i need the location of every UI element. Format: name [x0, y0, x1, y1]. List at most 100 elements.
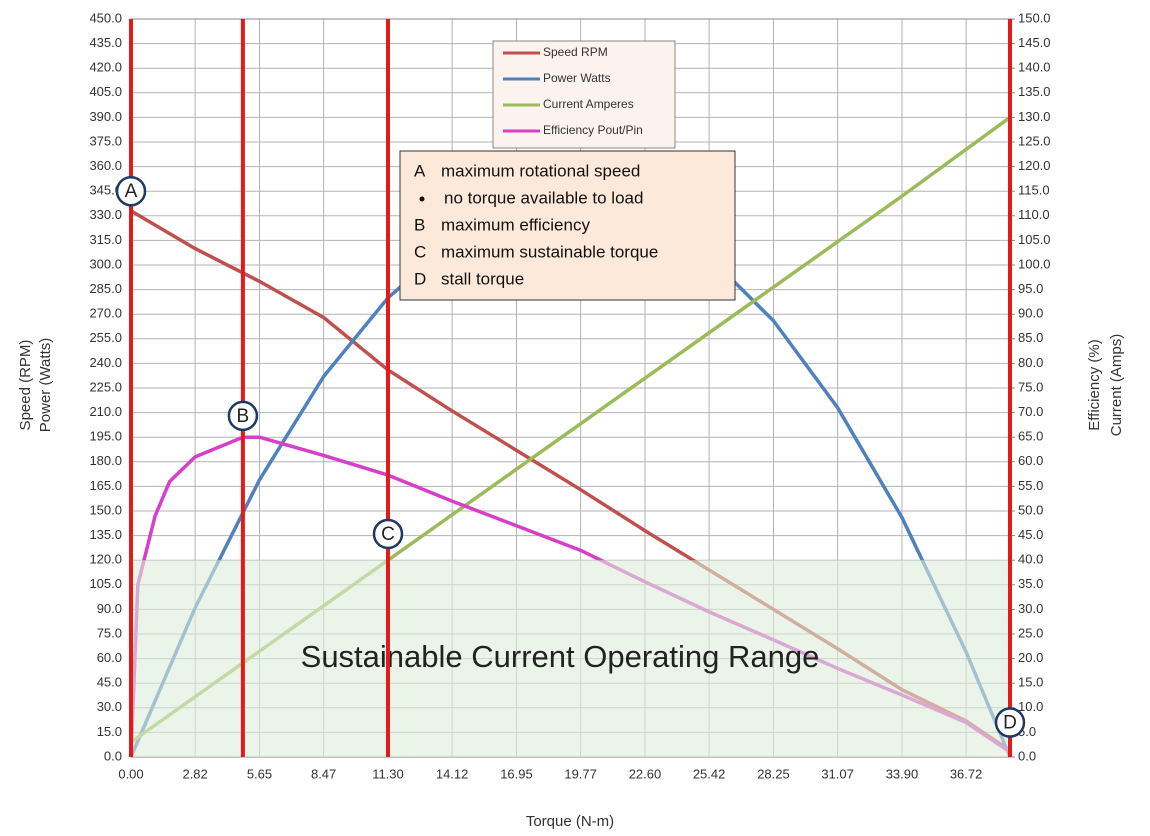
x-axis-title: Torque (N-m) [526, 813, 614, 830]
y-tick-label: 120.0 [89, 552, 122, 567]
y2-tick-label: 15.0 [1018, 675, 1043, 690]
y2-tick-label: 130.0 [1018, 109, 1051, 124]
y-tick-label: 135.0 [89, 527, 122, 542]
y2-tick-label: 50.0 [1018, 502, 1043, 517]
y2-tick-label: 60.0 [1018, 453, 1043, 468]
x-tick-label: 2.82 [182, 766, 207, 781]
x-tick-label: 28.25 [757, 766, 790, 781]
x-tick-label: 25.42 [693, 766, 726, 781]
y-tick-label: 105.0 [89, 576, 122, 591]
y2-axis-title: Current (Amps) [1108, 334, 1125, 437]
y-tick-label: 255.0 [89, 330, 122, 345]
x-tick-label: 11.30 [372, 766, 404, 781]
y-tick-label: 285.0 [89, 281, 122, 296]
x-tick-label: 36.72 [950, 766, 983, 781]
y2-tick-label: 115.0 [1018, 183, 1050, 198]
y-tick-label: 150.0 [89, 502, 122, 517]
y-axis-title: Speed (RPM) [17, 340, 34, 431]
y2-tick-label: 70.0 [1018, 404, 1043, 419]
marker-badge [227, 400, 259, 432]
note-text: stall torque [441, 269, 524, 288]
note-text: maximum efficiency [441, 215, 590, 234]
y-tick-label: 165.0 [89, 478, 122, 493]
marker-badge [372, 518, 404, 550]
y-tick-label: 300.0 [89, 256, 122, 271]
y-tick-label: 270.0 [89, 306, 122, 321]
y2-tick-label: 10.0 [1018, 699, 1043, 714]
shaded-range-label: Sustainable Current Operating Range [301, 639, 820, 674]
y2-tick-label: 80.0 [1018, 355, 1043, 370]
marker-label: C [381, 524, 395, 545]
y2-tick-label: 0.0 [1018, 748, 1036, 763]
x-tick-label: 5.65 [247, 766, 272, 781]
note-text: maximum rotational speed [441, 161, 640, 180]
y-tick-label: 360.0 [89, 158, 122, 173]
y-tick-label: 420.0 [89, 60, 122, 75]
legend-label: Efficiency Pout/Pin [543, 123, 643, 137]
y2-tick-label: 135.0 [1018, 84, 1051, 99]
note-bullet [419, 196, 425, 202]
y2-tick-label: 95.0 [1018, 281, 1043, 296]
marker-label: B [237, 406, 250, 427]
note-key: C [414, 242, 426, 261]
y2-tick-label: 35.0 [1018, 576, 1043, 591]
y2-tick-label: 105.0 [1018, 232, 1051, 247]
y2-axis-title: Efficiency (%) [1086, 339, 1103, 430]
y2-tick-label: 90.0 [1018, 306, 1043, 321]
y-tick-label: 0.0 [104, 748, 122, 763]
y-tick-label: 75.0 [97, 625, 122, 640]
y2-tick-label: 100.0 [1018, 256, 1051, 271]
y-tick-label: 330.0 [89, 207, 122, 222]
y2-tick-label: 75.0 [1018, 379, 1043, 394]
y2-tick-label: 45.0 [1018, 527, 1043, 542]
y-tick-label: 225.0 [89, 379, 122, 394]
x-tick-label: 0.00 [118, 766, 143, 781]
y-tick-label: 210.0 [89, 404, 122, 419]
y2-tick-label: 30.0 [1018, 601, 1043, 616]
marker-label: A [125, 181, 138, 202]
y-tick-label: 15.0 [97, 724, 122, 739]
y-tick-label: 180.0 [89, 453, 122, 468]
shaded-range [131, 560, 1010, 757]
note-text: maximum sustainable torque [441, 242, 658, 261]
y-axis-title: Power (Watts) [37, 338, 54, 432]
y2-tick-label: 40.0 [1018, 552, 1043, 567]
note-subtext: no torque available to load [444, 188, 643, 207]
y-tick-label: 375.0 [89, 133, 122, 148]
y2-tick-label: 140.0 [1018, 60, 1051, 75]
y-tick-label: 30.0 [97, 699, 122, 714]
legend-label: Power Watts [543, 71, 611, 85]
y2-tick-label: 55.0 [1018, 478, 1043, 493]
y2-tick-label: 145.0 [1018, 35, 1051, 50]
y-tick-label: 435.0 [89, 35, 122, 50]
x-tick-label: 31.07 [821, 766, 854, 781]
y-tick-label: 345.0 [89, 183, 122, 198]
y2-tick-label: 110.0 [1018, 207, 1050, 222]
y-tick-label: 195.0 [89, 429, 122, 444]
y-tick-label: 90.0 [97, 601, 122, 616]
legend-label: Speed RPM [543, 45, 608, 59]
legend-label: Current Amperes [543, 97, 634, 111]
y-tick-label: 240.0 [89, 355, 122, 370]
y-tick-label: 450.0 [89, 10, 122, 25]
y2-tick-label: 125.0 [1018, 133, 1051, 148]
y2-tick-label: 85.0 [1018, 330, 1043, 345]
x-tick-label: 8.47 [311, 766, 336, 781]
x-tick-label: 14.12 [436, 766, 469, 781]
y2-tick-label: 25.0 [1018, 625, 1043, 640]
y-tick-label: 45.0 [97, 675, 122, 690]
y-tick-label: 405.0 [89, 84, 122, 99]
x-tick-label: 33.90 [886, 766, 919, 781]
y2-tick-label: 20.0 [1018, 650, 1043, 665]
marker-badge [115, 175, 147, 207]
y2-tick-label: 150.0 [1018, 10, 1051, 25]
note-key: D [414, 269, 426, 288]
notes-box [399, 150, 736, 301]
y-tick-label: 60.0 [97, 650, 122, 665]
y-tick-label: 390.0 [89, 109, 122, 124]
x-tick-label: 22.60 [629, 766, 662, 781]
y-tick-label: 315.0 [89, 232, 122, 247]
note-key: A [414, 161, 426, 180]
note-key: B [414, 215, 425, 234]
